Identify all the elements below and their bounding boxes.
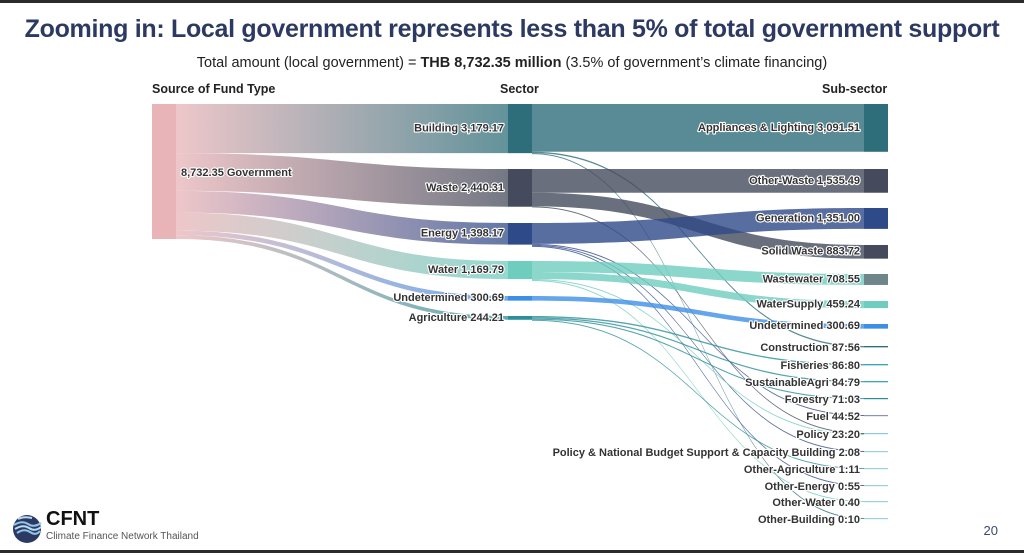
label-subsector-other-water: Other-Water 0.40 (772, 497, 860, 509)
node-sector-water[interactable] (508, 261, 532, 280)
node-subsector-fuel[interactable] (864, 415, 888, 417)
link-water-to-wastewater[interactable] (532, 261, 864, 285)
label-subsector-fuel: Fuel 44:52 (806, 411, 860, 423)
globe-waves-icon (13, 515, 42, 543)
node-subsector-wastewater[interactable] (864, 274, 888, 285)
node-sector-building[interactable] (508, 104, 532, 154)
node-subsector-other-building[interactable] (864, 518, 888, 520)
label-sector-undetermined: Undetermined 300.69 (393, 292, 504, 304)
link-water-to-watersupply[interactable] (532, 271, 864, 309)
node-sector-waste[interactable] (508, 169, 532, 207)
node-sector-agriculture[interactable] (508, 316, 532, 320)
node-subsector-watersupply[interactable] (864, 301, 888, 309)
node-government[interactable] (152, 104, 176, 239)
sector-subsector-links (532, 104, 864, 519)
node-subsector-appliances-lighting[interactable] (864, 104, 888, 152)
link-waste-to-other-waste[interactable] (532, 169, 864, 193)
link-building-to-appliances-lighting[interactable] (532, 104, 864, 152)
link-government-to-building[interactable] (176, 104, 508, 154)
column-header-subsector: Sub-sector (822, 82, 888, 96)
link-waste-to-policy[interactable] (532, 206, 864, 434)
node-subsector-sustainableagri[interactable] (864, 381, 888, 383)
link-water-to-other-water[interactable] (532, 280, 864, 502)
label-subsector-solid-waste: Solid Waste 883.72 (761, 246, 860, 258)
label-subsector-other-energy: Other-Energy 0:55 (765, 481, 860, 493)
link-building-to-other-building[interactable] (532, 153, 864, 519)
node-subsector-other-waste[interactable] (864, 169, 888, 193)
link-agriculture-to-sustainableagri[interactable] (532, 317, 864, 383)
sankey-nodes (152, 104, 888, 520)
logo-tagline: Climate Finance Network Thailand (46, 531, 199, 542)
link-energy-to-fuel[interactable] (532, 243, 864, 416)
label-sector-energy: Energy 1,398.17 (421, 228, 504, 240)
subtitle-suffix: (3.5% of government’s climate financing) (561, 55, 828, 71)
link-government-to-waste[interactable] (176, 153, 508, 207)
label-subsector-other-waste: Other-Waste 1,535.49 (749, 175, 860, 187)
node-subsector-policy-national-budget-support-capacity-building[interactable] (864, 451, 888, 453)
label-sector-building: Building 3,179.17 (414, 122, 504, 134)
node-subsector-generation[interactable] (864, 208, 888, 229)
subtitle-total-amount: THB 8,732.35 million (420, 55, 562, 71)
link-agriculture-to-fisheries[interactable] (532, 316, 864, 366)
node-subsector-undetermined[interactable] (864, 324, 888, 329)
node-sector-undetermined[interactable] (508, 296, 532, 301)
sankey-labels: 8,732.35 Government Building 3,179.17 Wast… (180, 121, 862, 527)
label-government: 8,732.35 Government (181, 167, 292, 179)
subtitle-prefix: Total amount (local government) = (196, 55, 421, 71)
label-subsector-appliances-lighting: Appliances & Lighting 3,091.51 (698, 122, 860, 134)
link-energy-to-other-energy[interactable] (532, 245, 864, 486)
node-subsector-forestry[interactable] (864, 398, 888, 400)
column-header-sector: Sector (500, 82, 539, 96)
link-energy-to-policy-national-budget-support-capacity-building[interactable] (532, 244, 864, 452)
link-agriculture-to-other-agriculture[interactable] (532, 319, 864, 469)
label-sector-waste: Waste 2,440.31 (426, 182, 504, 194)
label-subsector-policy: Policy 23:20 (796, 429, 860, 441)
link-agriculture-to-forestry[interactable] (532, 318, 864, 400)
label-subsector-other-agriculture: Other-Agriculture 1:11 (744, 464, 860, 476)
link-government-to-agriculture[interactable] (176, 235, 508, 320)
label-subsector-sustainableagri: SustainableAgri 84:79 (745, 377, 860, 389)
link-water-to-policy[interactable] (532, 279, 864, 435)
label-sector-agriculture: Agriculture 244.21 (409, 312, 504, 324)
label-subsector-policy-national-budget-support-capacity-building: Policy & National Budget Support & Capac… (553, 447, 860, 459)
node-subsector-other-energy[interactable] (864, 485, 888, 487)
node-sector-energy[interactable] (508, 223, 532, 245)
label-subsector-generation: Generation 1,351.00 (756, 212, 860, 224)
column-header-source: Source of Fund Type (152, 82, 276, 96)
label-subsector-fisheries: Fisheries 86:80 (781, 360, 861, 372)
link-building-to-construction[interactable] (532, 151, 864, 348)
label-subsector-watersupply: WaterSupply 459.24 (756, 298, 860, 310)
link-undetermined-to-undetermined[interactable] (532, 296, 864, 329)
node-subsector-construction[interactable] (864, 346, 888, 348)
node-subsector-other-agriculture[interactable] (864, 468, 888, 470)
label-subsector-other-building: Other-Building 0:10 (758, 514, 860, 526)
link-energy-to-generation[interactable] (532, 208, 864, 244)
link-government-to-energy[interactable] (176, 190, 508, 245)
node-subsector-fisheries[interactable] (864, 364, 888, 366)
node-subsector-solid-waste[interactable] (864, 245, 888, 259)
slide-subtitle: Total amount (local government) = THB 8,… (0, 55, 1024, 71)
slide-title: Zooming in: Local government represents … (24, 15, 1000, 43)
page-number: 20 (983, 523, 998, 538)
sankey-diagram: 8,732.35 Government Building 3,179.17 Wast… (152, 104, 888, 527)
label-subsector-forestry: Forestry 71:03 (785, 394, 860, 406)
label-subsector-wastewater: Wastewater 708.55 (763, 273, 860, 285)
cfnt-logo: CFNT Climate Finance Network Thailand (12, 508, 212, 548)
link-government-to-undetermined[interactable] (176, 230, 508, 301)
node-subsector-policy[interactable] (864, 433, 888, 435)
logo-name: CFNT (46, 508, 100, 530)
label-sector-water: Water 1,169.79 (428, 264, 504, 276)
source-sector-links (176, 104, 508, 320)
label-subsector-construction: Construction 87:56 (760, 342, 860, 354)
label-subsector-undetermined: Undetermined 300.69 (749, 320, 860, 332)
link-government-to-water[interactable] (176, 212, 508, 280)
node-subsector-other-water[interactable] (864, 501, 888, 503)
